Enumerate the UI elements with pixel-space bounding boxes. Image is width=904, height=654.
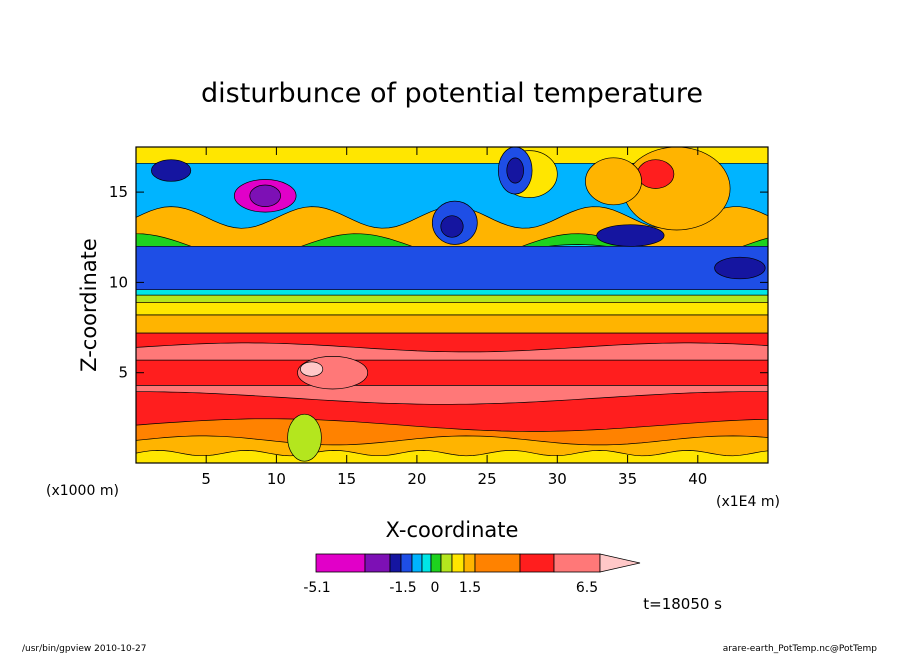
- footer-right: arare-earth_PotTemp.nc@PotTemp: [723, 644, 878, 654]
- colorbar: [315, 553, 641, 573]
- colorbar-segment: [440, 553, 453, 573]
- x-tick-label: 5: [201, 470, 211, 488]
- orange-cell-mid: [585, 157, 642, 206]
- plot-frame: [135, 146, 769, 464]
- x-tick-label: 15: [337, 470, 356, 488]
- navy-cell-far-right: [714, 256, 766, 280]
- colorbar-segment: [400, 553, 413, 573]
- footer-left: /usr/bin/gpview 2010-10-27: [22, 644, 146, 654]
- colorbar-segment: [451, 553, 465, 573]
- x-tick-label: 40: [688, 470, 707, 488]
- y-tick-label: 10: [109, 273, 128, 291]
- near-surface-yellow: [136, 450, 768, 463]
- colorbar-segment: [389, 553, 402, 573]
- violet-cell-left: [249, 184, 281, 207]
- y-tick-label: 15: [109, 183, 128, 201]
- y-axis-label: Z-coordinate: [77, 238, 101, 372]
- colorbar-arrow: [599, 553, 641, 573]
- colorbar-segment: [315, 553, 366, 573]
- light-pink-cell: [300, 361, 324, 377]
- plot-area: 5 10 15 20 25 30 35 40 5 10 15: [109, 146, 769, 488]
- navy-cell-top-left: [151, 159, 192, 182]
- colorbar-label: 0: [431, 580, 440, 596]
- x-tick-label: 20: [407, 470, 426, 488]
- x-tick-label: 10: [267, 470, 286, 488]
- colorbar-segment: [430, 553, 442, 573]
- navy-cell-right: [596, 224, 665, 247]
- blue-mid-band: [136, 245, 768, 291]
- orange-transition-layer: [136, 314, 768, 334]
- red-core-left: [136, 359, 768, 386]
- colorbar-segment: [519, 553, 555, 573]
- x-axis-ticks: 5 10 15 20 25 30 35 40: [201, 147, 707, 488]
- colorbar-label: -5.1: [303, 580, 330, 596]
- y-tick-label: 5: [118, 364, 128, 382]
- x-unit-right: (x1E4 m): [716, 494, 780, 510]
- colorbar-labels: -5.1 -1.5 0 1.5 6.5: [303, 580, 598, 596]
- x-tick-label: 35: [618, 470, 637, 488]
- x-tick-label: 30: [548, 470, 567, 488]
- yellow-transition-layer: [136, 301, 768, 316]
- time-annotation: t=18050 s: [643, 595, 722, 613]
- colorbar-label: 1.5: [459, 580, 481, 596]
- x-tick-label: 25: [478, 470, 497, 488]
- colorbar-segment: [463, 553, 476, 573]
- y-axis-ticks: 5 10 15: [109, 183, 768, 382]
- red-cell-right: [636, 159, 675, 189]
- colorbar-segment: [553, 553, 601, 573]
- x-axis-label: X-coordinate: [386, 518, 519, 542]
- navy-cell-top: [506, 157, 524, 184]
- colorbar-segment: [421, 553, 432, 573]
- field-layers: [136, 147, 768, 463]
- turbulent-cell-bottom: [287, 413, 322, 462]
- colorbar-segment: [411, 553, 423, 573]
- colorbar-segment: [474, 553, 521, 573]
- colorbar-label: -1.5: [389, 580, 416, 596]
- navy-cell-center: [440, 215, 464, 238]
- colorbar-label: 6.5: [576, 580, 598, 596]
- x-unit-left: (x1000 m): [46, 483, 119, 499]
- chart-title: disturbunce of potential temperature: [201, 78, 703, 109]
- colorbar-segment: [364, 553, 391, 573]
